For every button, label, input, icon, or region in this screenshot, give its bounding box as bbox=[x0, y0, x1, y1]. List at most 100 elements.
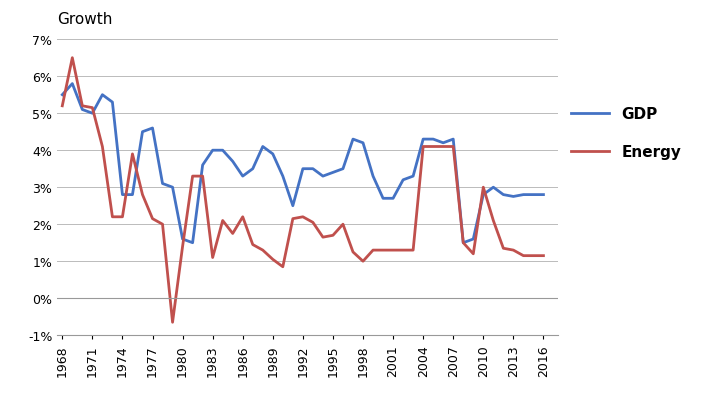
GDP bbox=[359, 141, 367, 146]
Energy bbox=[459, 240, 468, 245]
GDP bbox=[319, 174, 327, 179]
GDP bbox=[439, 141, 448, 146]
GDP bbox=[519, 193, 528, 198]
GDP bbox=[399, 178, 407, 183]
GDP bbox=[148, 126, 157, 131]
GDP bbox=[409, 174, 417, 179]
Energy bbox=[409, 248, 417, 253]
GDP bbox=[98, 93, 107, 98]
Energy bbox=[509, 248, 518, 253]
GDP bbox=[168, 185, 177, 190]
Energy bbox=[88, 106, 97, 111]
GDP bbox=[299, 167, 307, 172]
GDP bbox=[248, 167, 257, 172]
Energy bbox=[208, 255, 217, 260]
GDP bbox=[509, 195, 518, 200]
GDP bbox=[158, 182, 167, 187]
GDP bbox=[218, 148, 227, 153]
GDP bbox=[309, 167, 317, 172]
Energy bbox=[268, 257, 277, 262]
Energy bbox=[429, 145, 437, 150]
Energy bbox=[469, 252, 478, 256]
GDP bbox=[268, 152, 277, 157]
Energy bbox=[148, 217, 157, 222]
Energy bbox=[78, 104, 87, 109]
Energy bbox=[519, 254, 528, 258]
Energy bbox=[359, 259, 367, 264]
Energy bbox=[389, 248, 397, 253]
GDP bbox=[238, 174, 247, 179]
GDP bbox=[529, 193, 538, 198]
Energy bbox=[399, 248, 407, 253]
Energy bbox=[158, 222, 167, 227]
Energy bbox=[118, 215, 127, 220]
Energy bbox=[98, 145, 107, 150]
GDP bbox=[108, 100, 117, 105]
GDP bbox=[479, 193, 488, 198]
Energy bbox=[248, 243, 257, 247]
Energy bbox=[309, 220, 317, 225]
GDP bbox=[78, 108, 87, 113]
GDP bbox=[88, 112, 97, 117]
GDP bbox=[258, 145, 267, 150]
Energy bbox=[258, 248, 267, 253]
Energy bbox=[279, 265, 287, 270]
Energy bbox=[218, 218, 227, 223]
Energy bbox=[529, 254, 538, 258]
GDP bbox=[329, 171, 337, 175]
Energy bbox=[228, 231, 237, 236]
Energy bbox=[539, 254, 548, 258]
GDP bbox=[279, 174, 287, 179]
Line: Energy: Energy bbox=[62, 58, 543, 322]
Legend: GDP, Energy: GDP, Energy bbox=[571, 107, 682, 160]
Energy bbox=[138, 193, 147, 198]
Energy bbox=[178, 244, 187, 249]
Energy bbox=[299, 215, 307, 220]
Energy bbox=[419, 145, 427, 150]
Energy bbox=[198, 174, 207, 179]
GDP bbox=[208, 148, 217, 153]
GDP bbox=[198, 163, 207, 168]
GDP bbox=[469, 237, 478, 242]
Energy bbox=[289, 217, 297, 222]
Energy bbox=[499, 246, 508, 251]
GDP bbox=[228, 160, 237, 164]
Energy bbox=[319, 235, 327, 240]
Energy bbox=[339, 222, 347, 227]
GDP bbox=[419, 137, 427, 142]
GDP bbox=[429, 137, 437, 142]
GDP bbox=[459, 240, 468, 245]
GDP bbox=[128, 193, 137, 198]
Energy bbox=[489, 218, 498, 223]
GDP bbox=[379, 196, 387, 201]
Line: GDP: GDP bbox=[62, 84, 543, 243]
Energy bbox=[238, 215, 247, 220]
GDP bbox=[68, 82, 77, 87]
GDP bbox=[539, 193, 548, 198]
GDP bbox=[118, 193, 127, 198]
GDP bbox=[369, 174, 377, 179]
Text: Growth: Growth bbox=[57, 12, 112, 27]
Energy bbox=[479, 185, 488, 190]
Energy bbox=[108, 215, 117, 220]
Energy bbox=[168, 320, 177, 325]
GDP bbox=[58, 93, 67, 98]
GDP bbox=[339, 167, 347, 172]
GDP bbox=[188, 240, 197, 245]
Energy bbox=[369, 248, 377, 253]
Energy bbox=[329, 233, 337, 238]
GDP bbox=[138, 130, 147, 135]
GDP bbox=[449, 137, 458, 142]
GDP bbox=[178, 237, 187, 242]
Energy bbox=[449, 145, 458, 150]
GDP bbox=[489, 185, 498, 190]
GDP bbox=[499, 193, 508, 198]
Energy bbox=[349, 250, 357, 255]
GDP bbox=[349, 137, 357, 142]
Energy bbox=[128, 152, 137, 157]
Energy bbox=[379, 248, 387, 253]
Energy bbox=[68, 56, 77, 61]
GDP bbox=[289, 204, 297, 209]
Energy bbox=[188, 174, 197, 179]
Energy bbox=[439, 145, 448, 150]
